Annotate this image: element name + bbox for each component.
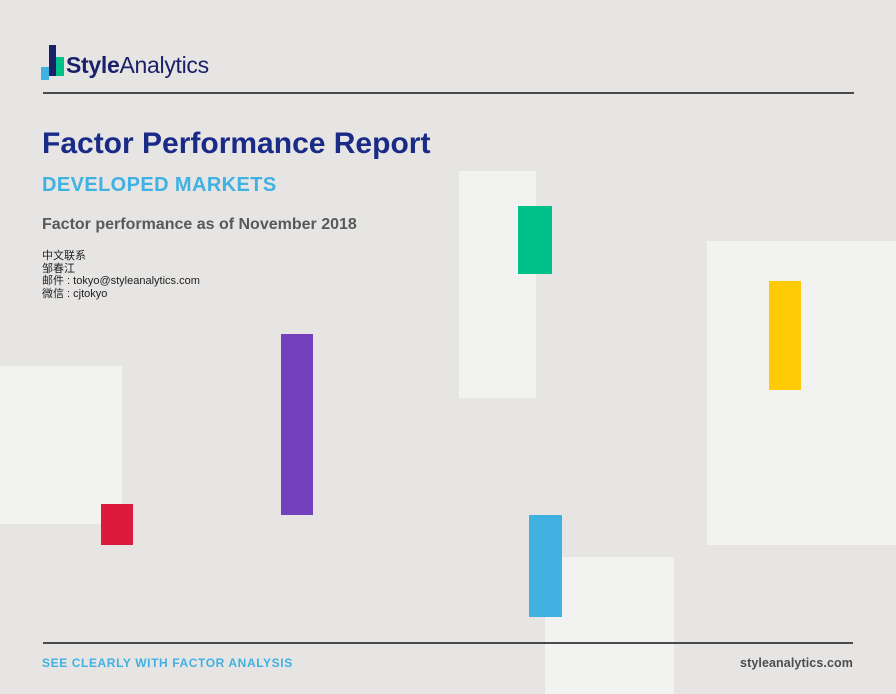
page-title: Factor Performance Report [42, 127, 431, 160]
logo-text: StyleAnalytics [66, 53, 209, 77]
logo-text-bold: Style [66, 52, 120, 78]
contact-line-email: 邮件 : tokyo@styleanalytics.com [42, 275, 200, 288]
report-subtitle: DEVELOPED MARKETS [42, 174, 277, 196]
contact-info: 中文联系 邹春江 邮件 : tokyo@styleanalytics.com 微… [42, 250, 200, 300]
style-analytics-logo: StyleAnalytics [40, 44, 300, 84]
contact-line-heading: 中文联系 [42, 250, 86, 262]
red-bar [101, 504, 133, 545]
logo-text-regular: Analytics [119, 52, 209, 78]
footer-rule [43, 642, 853, 644]
logo-bar-green-icon [56, 57, 64, 76]
logo-bar-blue-icon [41, 67, 49, 80]
as-of-date: Factor performance as of November 2018 [42, 216, 357, 233]
logo-bar-navy-icon [49, 45, 56, 76]
decor-tile-right [707, 241, 896, 545]
green-bar [518, 206, 552, 274]
decor-tile-bottom [545, 557, 674, 694]
header-rule [43, 92, 854, 94]
yellow-bar [769, 281, 801, 390]
footer-tagline: SEE CLEARLY WITH FACTOR ANALYSIS [42, 656, 293, 670]
contact-line-wechat: 微信 : cjtokyo [42, 287, 108, 300]
purple-bar [281, 334, 313, 515]
blue-bar [529, 515, 562, 617]
decor-tile-left [0, 366, 122, 524]
website-url: styleanalytics.com [740, 656, 853, 670]
contact-line-name: 邹春江 [42, 262, 75, 275]
